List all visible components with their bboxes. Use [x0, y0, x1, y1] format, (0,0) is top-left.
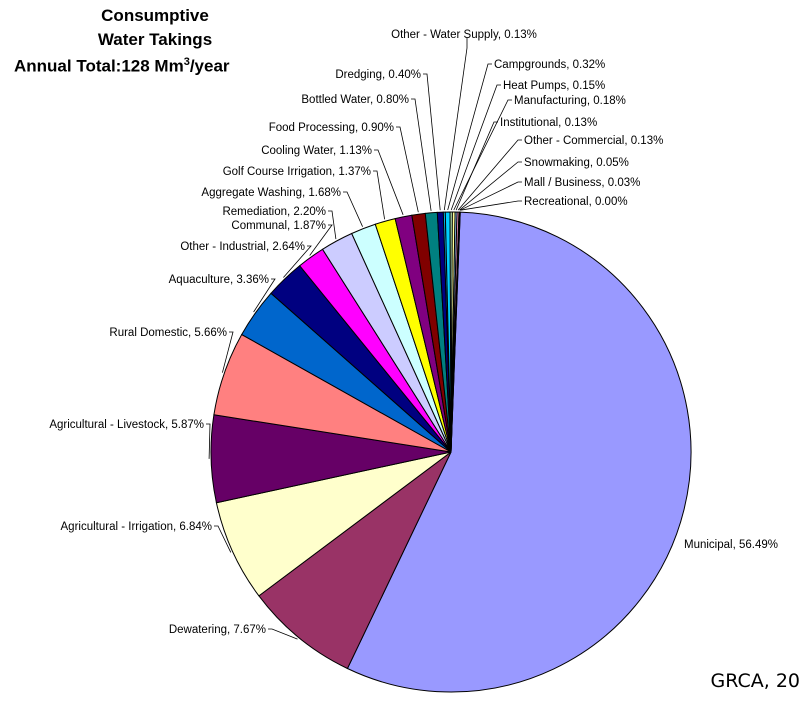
- chart-title-line2: Water Takings: [97, 30, 213, 49]
- source-credit: GRCA, 20: [710, 670, 801, 692]
- slice-label: Institutional, 0.13%: [500, 117, 597, 129]
- leader-line: [460, 200, 522, 211]
- leader-line: [447, 63, 492, 211]
- slice-label: Heat Pumps, 0.15%: [503, 80, 605, 92]
- leader-line: [214, 525, 232, 553]
- leader-line: [455, 121, 498, 211]
- slice-label: Dewatering, 7.67%: [169, 624, 266, 636]
- slice-label: Other - Commercial, 0.13%: [524, 135, 663, 147]
- title-total-suffix: /year: [189, 56, 230, 76]
- leader-line: [268, 628, 298, 640]
- leader-line: [459, 181, 522, 211]
- leader-line: [457, 139, 522, 211]
- slice-label: Cooling Water, 1.13%: [261, 145, 372, 157]
- slice-label: Campgrounds, 0.32%: [494, 59, 605, 71]
- leader-line: [373, 170, 385, 220]
- pie-slice: [346, 211, 692, 693]
- leader-line: [374, 149, 404, 215]
- slice-label: Recreational, 0.00%: [524, 196, 628, 208]
- slice-label: Snowmaking, 0.05%: [524, 157, 629, 169]
- slice-label: Aggregate Washing, 1.68%: [201, 187, 341, 199]
- slice-label: Other - Industrial, 2.64%: [180, 241, 305, 253]
- title-total-superscript: 3: [183, 56, 190, 68]
- slice-label: Golf Course Irrigation, 1.37%: [223, 166, 371, 178]
- pie-slice: [450, 211, 461, 453]
- leader-line: [343, 191, 363, 227]
- leader-line: [328, 210, 337, 240]
- slice-label: Rural Domestic, 5.66%: [109, 327, 227, 339]
- pie-slice: [258, 451, 452, 670]
- leader-line: [423, 73, 441, 211]
- chart-title-line3: Annual Total:128 Mm3/year: [14, 56, 304, 77]
- slice-label: Aquaculture, 3.36%: [169, 274, 269, 286]
- slice-label: Mall / Business, 0.03%: [524, 177, 640, 189]
- leader-line: [411, 98, 432, 211]
- title-total-prefix: Annual Total:128 Mm: [14, 56, 184, 76]
- slice-label: Bottled Water, 0.80%: [301, 94, 409, 106]
- slice-label: Other - Water Supply, 0.13%: [391, 29, 537, 41]
- leader-line: [206, 423, 211, 459]
- leader-line: [283, 245, 312, 278]
- slice-label: Food Processing, 0.90%: [269, 122, 394, 134]
- chart-title-line1: Consumptive: [101, 6, 209, 25]
- leader-line: [309, 224, 333, 256]
- leader-line: [443, 38, 468, 211]
- leader-line: [459, 161, 522, 211]
- leader-line: [396, 126, 419, 213]
- slice-label: Remediation, 2.20%: [222, 206, 326, 218]
- leader-line: [222, 331, 234, 373]
- slice-label: Agricultural - Livestock, 5.87%: [49, 419, 204, 431]
- leader-line: [450, 84, 501, 211]
- slice-label: Municipal, 56.49%: [684, 539, 778, 551]
- slice-label: Manufacturing, 0.18%: [514, 95, 626, 107]
- slice-label: Agricultural - Irrigation, 6.84%: [61, 521, 212, 533]
- leader-line: [253, 278, 276, 313]
- slice-label: Communal, 1.87%: [231, 220, 326, 232]
- slice-label: Dredging, 0.40%: [335, 69, 421, 81]
